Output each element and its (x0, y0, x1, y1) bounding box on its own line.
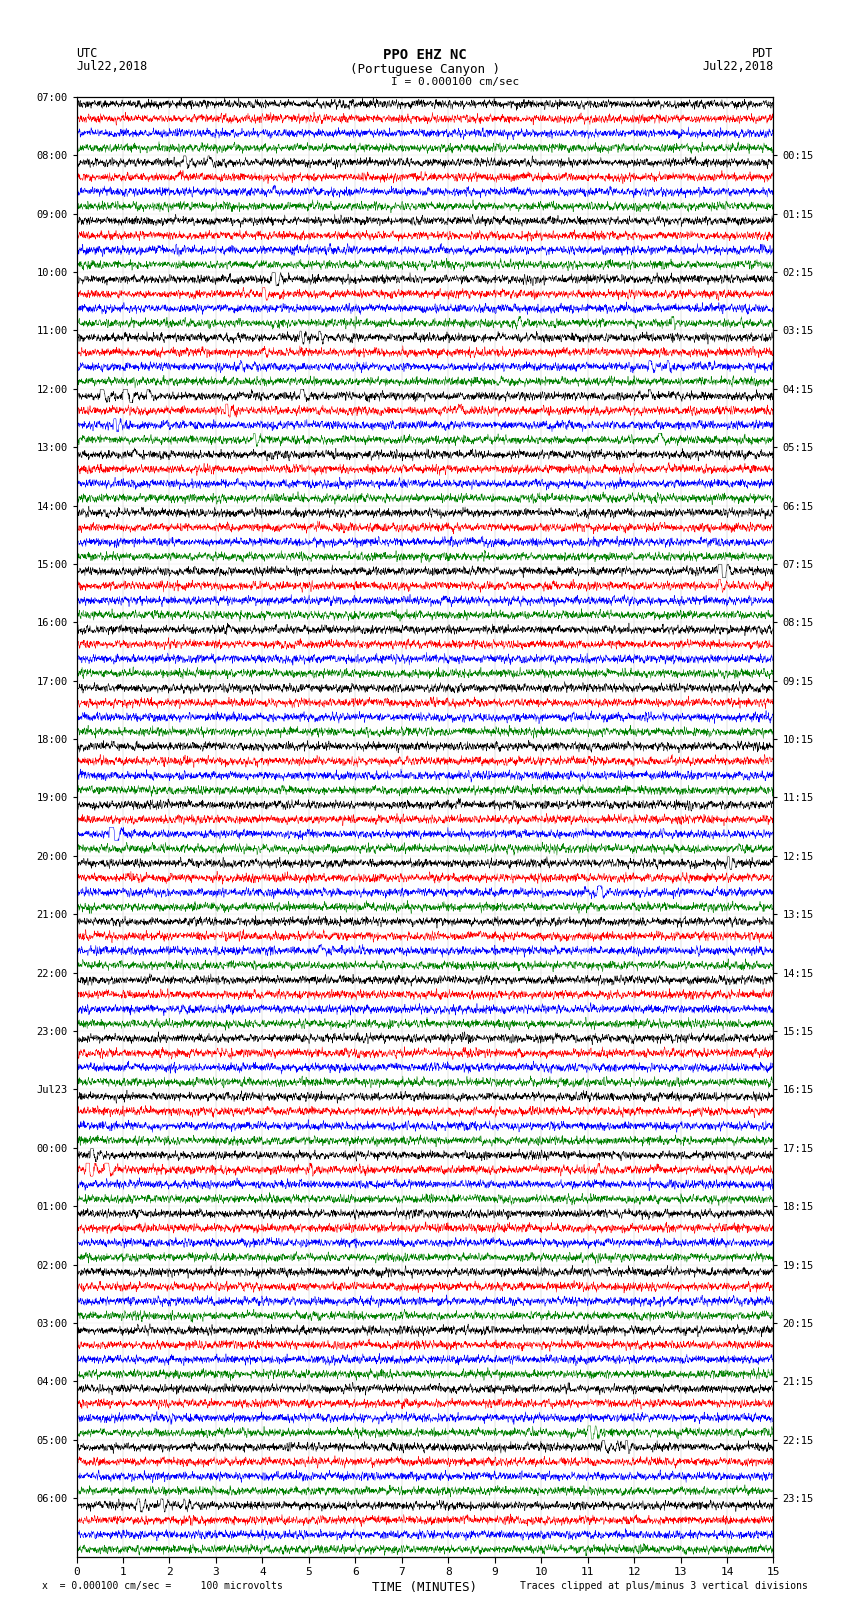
Text: PDT: PDT (752, 47, 774, 60)
Text: I = 0.000100 cm/sec: I = 0.000100 cm/sec (391, 77, 519, 87)
Text: Jul22,2018: Jul22,2018 (76, 60, 148, 73)
Text: (Portuguese Canyon ): (Portuguese Canyon ) (350, 63, 500, 76)
Text: UTC: UTC (76, 47, 98, 60)
Text: PPO EHZ NC: PPO EHZ NC (383, 48, 467, 63)
Text: Jul22,2018: Jul22,2018 (702, 60, 774, 73)
X-axis label: TIME (MINUTES): TIME (MINUTES) (372, 1581, 478, 1594)
Text: Traces clipped at plus/minus 3 vertical divisions: Traces clipped at plus/minus 3 vertical … (519, 1581, 808, 1590)
Text: x  = 0.000100 cm/sec =     100 microvolts: x = 0.000100 cm/sec = 100 microvolts (42, 1581, 283, 1590)
